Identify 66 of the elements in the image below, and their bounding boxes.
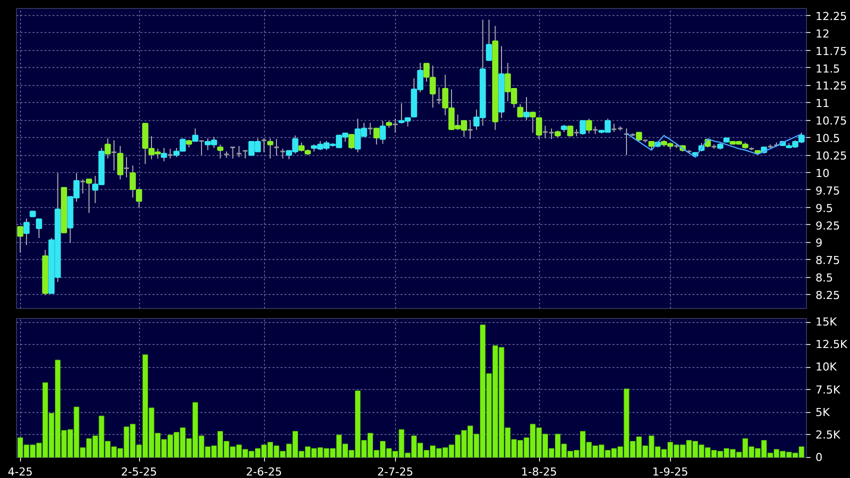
y-tick-label: 10 bbox=[816, 166, 830, 180]
x-tick-label: 2-5-25 bbox=[121, 466, 157, 478]
candlestick bbox=[230, 146, 236, 159]
candlestick bbox=[586, 118, 592, 134]
candlestick bbox=[523, 96, 530, 121]
y-tick-label: 10K bbox=[816, 360, 838, 374]
y-tick-label: 9.75 bbox=[816, 184, 840, 198]
candlestick bbox=[23, 218, 30, 246]
y-tick-label: 10.75 bbox=[816, 114, 847, 128]
candlestick bbox=[536, 117, 542, 140]
candlestick bbox=[392, 118, 398, 134]
y-tick-label: 15K bbox=[816, 316, 838, 329]
candlestick bbox=[36, 218, 42, 239]
candlestick bbox=[123, 156, 130, 178]
candlestick bbox=[467, 120, 474, 140]
candlestick bbox=[348, 134, 355, 150]
y-tick-label: 9.25 bbox=[816, 219, 840, 232]
x-tick-label: 2-7-25 bbox=[377, 466, 414, 478]
candlestick bbox=[380, 120, 386, 144]
y-tick-label: 8.75 bbox=[816, 254, 840, 268]
candlestick bbox=[436, 86, 442, 105]
candlestick bbox=[198, 140, 205, 156]
candlestick bbox=[117, 145, 124, 180]
y-tick-label: 9.5 bbox=[816, 202, 833, 215]
y-tick-label: 11.75 bbox=[816, 44, 847, 58]
y-tick-label: 11.25 bbox=[816, 80, 847, 93]
candlestick bbox=[104, 138, 111, 159]
candlestick bbox=[217, 144, 224, 159]
candlestick bbox=[373, 128, 380, 146]
candlestick bbox=[280, 148, 286, 159]
candlestick bbox=[242, 150, 248, 159]
candlestick bbox=[80, 178, 86, 194]
candlestick bbox=[260, 138, 268, 153]
candlestick bbox=[623, 128, 630, 156]
candlestick bbox=[367, 122, 374, 136]
y-tick-label: 5K bbox=[816, 406, 830, 419]
y-tick-label: 9 bbox=[816, 236, 822, 250]
candlestick bbox=[17, 226, 24, 254]
candlestick bbox=[530, 112, 536, 134]
x-tick-label: 1-8-25 bbox=[521, 466, 557, 478]
candlestick bbox=[236, 145, 242, 158]
x-tick-label: 2-6-25 bbox=[246, 466, 282, 478]
y-tick-label: 12.25 bbox=[816, 10, 847, 23]
candlestick bbox=[580, 120, 586, 136]
candlestick bbox=[86, 178, 92, 214]
y-tick-label: 12.5K bbox=[816, 338, 848, 352]
candlestick bbox=[167, 148, 174, 159]
candlestick bbox=[486, 19, 492, 62]
y-tick-label: 12 bbox=[816, 27, 830, 40]
y-tick-label: 11 bbox=[816, 97, 830, 110]
y-tick-label: 8.5 bbox=[816, 272, 833, 285]
y-tick-label: 7.5K bbox=[816, 383, 841, 396]
x-tick-label: 1-9-25 bbox=[652, 466, 688, 478]
y-tick-label: 0 bbox=[816, 451, 822, 464]
y-tick-label: 8.25 bbox=[816, 289, 840, 302]
x-tick-label: 4-25 bbox=[8, 466, 33, 478]
candlestick bbox=[273, 138, 280, 156]
candlestick bbox=[160, 148, 168, 162]
candlestick bbox=[192, 128, 198, 142]
candlestick bbox=[517, 104, 524, 118]
y-tick-label: 11.5 bbox=[816, 62, 840, 76]
candlestick bbox=[267, 138, 274, 159]
candlestick bbox=[110, 140, 118, 171]
y-tick-label: 10.25 bbox=[816, 150, 847, 163]
y-tick-label: 10.5 bbox=[816, 132, 840, 146]
y-tick-label: 2.5K bbox=[816, 428, 841, 442]
